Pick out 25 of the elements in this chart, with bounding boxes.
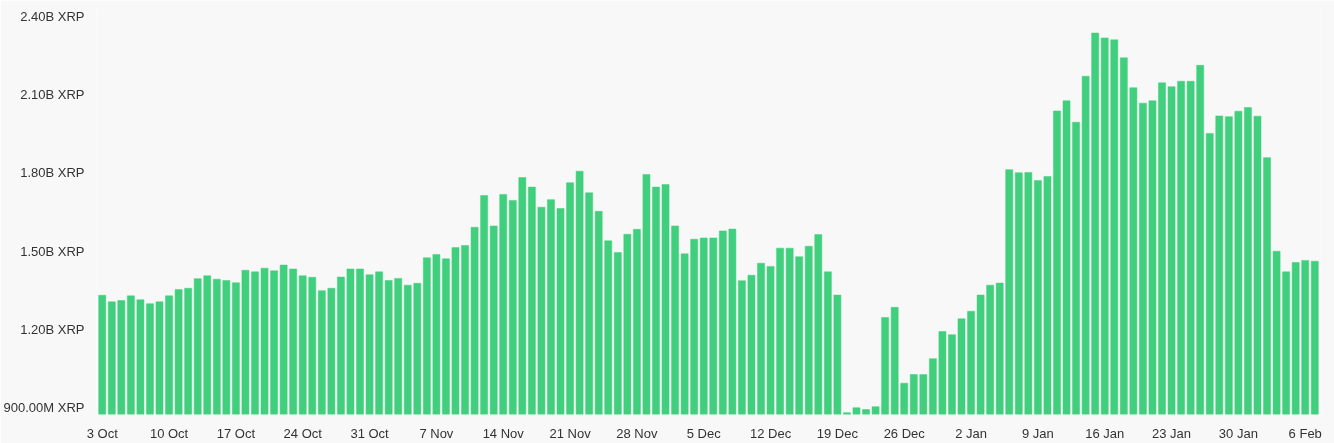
y-tick-label: 2.40B XRP (20, 8, 85, 24)
y-tick-label: 900.00M XRP (3, 399, 85, 415)
x-tick-label: 14 Nov (482, 425, 525, 441)
x-tick-label: 12 Dec (749, 425, 792, 441)
x-tick-label: 28 Nov (616, 425, 658, 441)
x-tick-label: 31 Oct (350, 425, 390, 441)
x-tick-label: 26 Dec (883, 425, 926, 441)
x-tick-label: 3 Oct (86, 425, 119, 441)
x-tick-label: 21 Nov (549, 425, 592, 441)
x-tick-label: 30 Jan (1218, 425, 1258, 441)
y-tick-label: 1.20B XRP (20, 321, 85, 337)
x-tick-label: 17 Oct (216, 425, 256, 441)
y-tick-label: 2.10B XRP (20, 87, 85, 103)
x-tick-label: 24 Oct (283, 425, 323, 441)
x-tick-label: 9 Jan (1021, 425, 1054, 441)
x-tick-label: 19 Dec (816, 425, 859, 441)
x-tick-label: 23 Jan (1152, 425, 1192, 441)
x-tick-label: 10 Oct (149, 425, 189, 441)
x-tick-label: 6 Feb (1288, 425, 1322, 441)
x-tick-label: 2 Jan (955, 425, 987, 441)
x-tick-label: 16 Jan (1085, 425, 1125, 441)
y-tick-label: 1.50B XRP (20, 243, 85, 259)
x-tick-label: 7 Nov (419, 425, 454, 441)
y-tick-label: 1.80B XRP (20, 165, 85, 181)
x-tick-label: 5 Dec (686, 425, 722, 441)
